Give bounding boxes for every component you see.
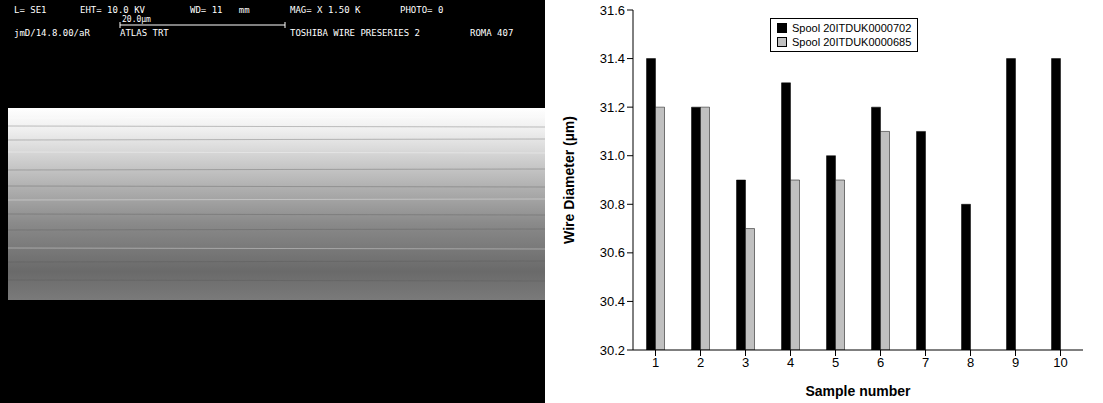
svg-text:jmD/14.8.00/aR: jmD/14.8.00/aR [14, 28, 90, 38]
svg-text:30.8: 30.8 [600, 197, 625, 212]
svg-text:30.4: 30.4 [600, 294, 625, 309]
svg-text:30.6: 30.6 [600, 245, 625, 260]
svg-text:31.2: 31.2 [600, 100, 625, 115]
svg-text:7: 7 [922, 355, 929, 370]
svg-text:9: 9 [1012, 355, 1019, 370]
svg-text:20.0µm: 20.0µm [122, 15, 151, 24]
svg-text:L= SE1: L= SE1 [14, 5, 47, 15]
svg-text:4: 4 [787, 355, 794, 370]
svg-text:2: 2 [697, 355, 704, 370]
svg-text:PHOTO= 0: PHOTO= 0 [400, 5, 443, 15]
svg-text:ATLAS TRT: ATLAS TRT [120, 28, 169, 38]
svg-text:Sample number: Sample number [805, 383, 911, 399]
svg-text:10: 10 [1053, 355, 1067, 370]
html-text:Spool 20ITDUK0000685: Spool 20ITDUK0000685 [792, 36, 912, 48]
svg-text:31.4: 31.4 [600, 51, 625, 66]
svg-text:EHT= 10.0 KV: EHT= 10.0 KV [80, 5, 146, 15]
svg-text:31.0: 31.0 [600, 148, 625, 163]
svg-text:31.6: 31.6 [600, 3, 625, 18]
html-text:Spool 20ITDUK0000702: Spool 20ITDUK0000702 [792, 22, 912, 34]
svg-text:MAG= X 1.50 K: MAG= X 1.50 K [290, 5, 361, 15]
svg-text:WD= 11 mm: WD= 11 mm [190, 5, 250, 15]
svg-text:5: 5 [832, 355, 839, 370]
svg-text:TOSHIBA WIRE PRESERIES 2: TOSHIBA WIRE PRESERIES 2 [290, 28, 420, 38]
svg-text:8: 8 [967, 355, 974, 370]
svg-text:Wire Diameter (µm): Wire Diameter (µm) [561, 116, 577, 244]
svg-text:1: 1 [652, 355, 659, 370]
svg-text:6: 6 [877, 355, 884, 370]
svg-text:ROMA 407: ROMA 407 [470, 28, 513, 38]
svg-text:3: 3 [742, 355, 749, 370]
svg-text:30.2: 30.2 [600, 343, 625, 358]
